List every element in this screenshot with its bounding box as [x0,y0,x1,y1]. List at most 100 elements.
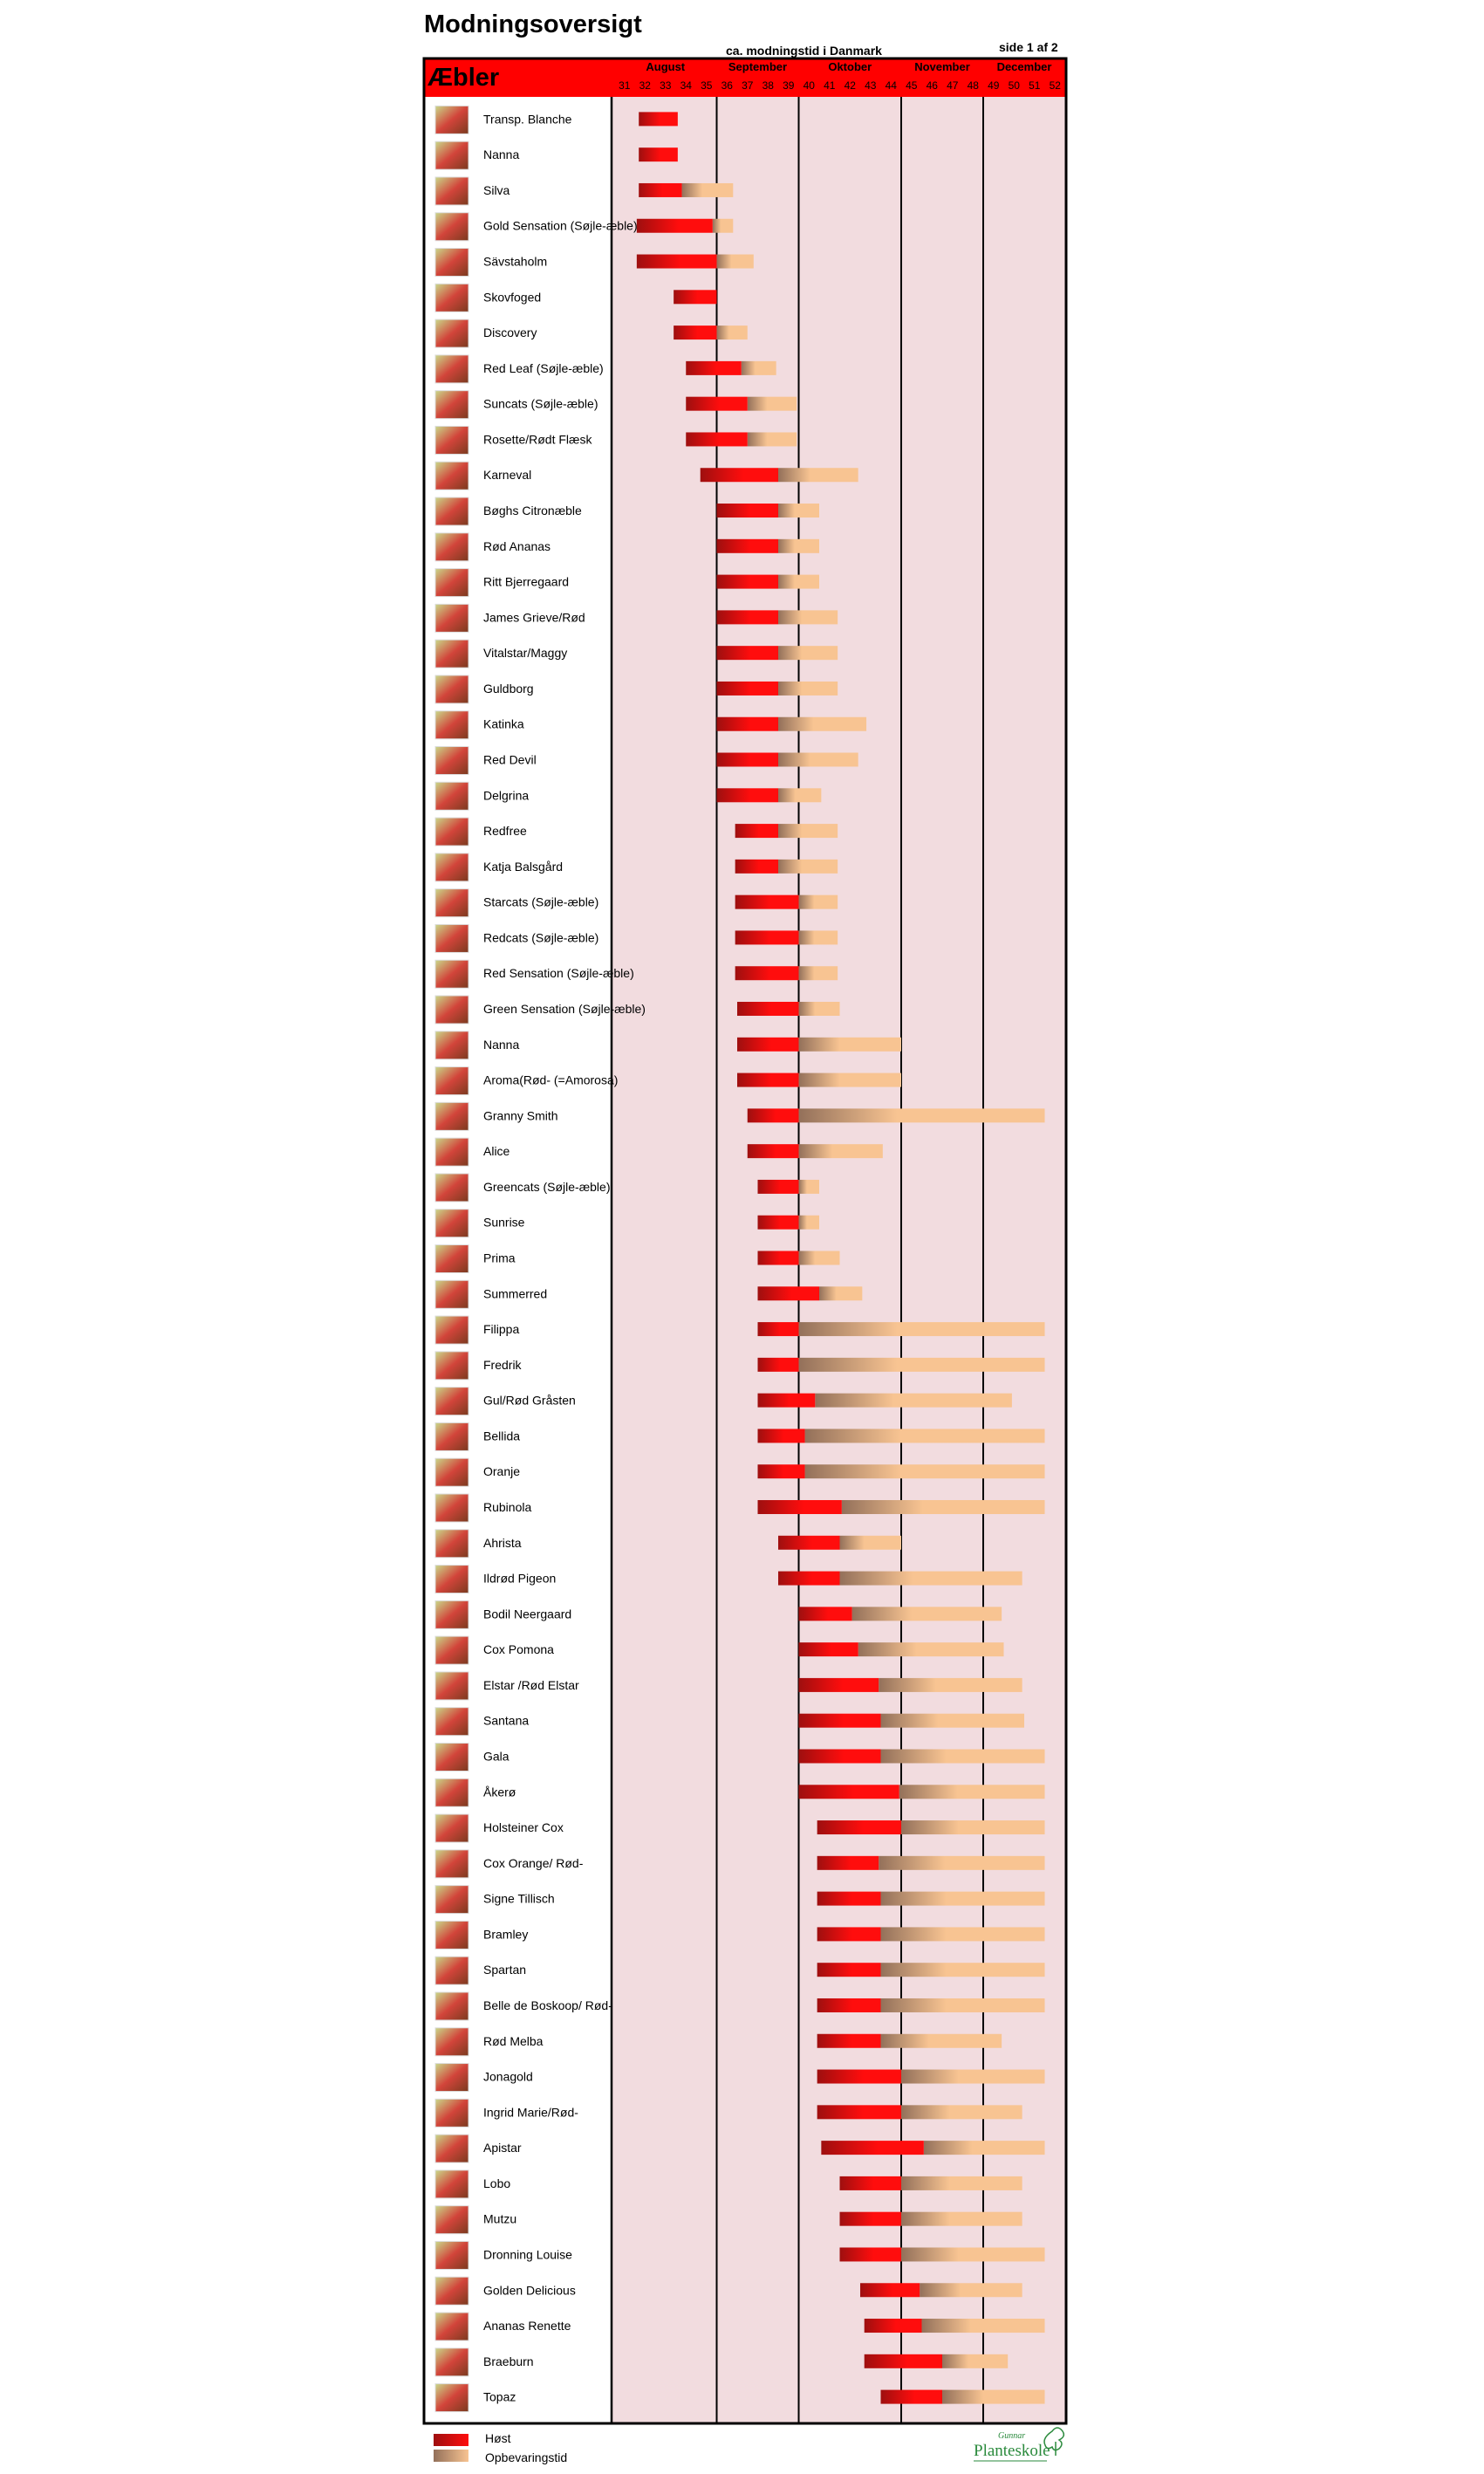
apple-thumbnail [434,248,469,278]
week-tick-label: 36 [721,79,734,92]
week-tick-label: 49 [988,79,1000,92]
variety-name: Dronning Louise [483,2247,572,2261]
apple-thumbnail [434,1387,469,1416]
apple-thumbnail [434,2063,469,2093]
storage-bar [920,2283,1022,2298]
harvest-bar [737,1073,799,1087]
harvest-bar [757,1179,799,1194]
harvest-bar [757,1393,816,1408]
apple-thumbnail [434,283,469,312]
harvest-bar [747,1144,799,1159]
variety-name: Ildrød Pigeon [483,1572,556,1586]
apple-thumbnail [434,888,469,918]
variety-name: Oranje [483,1464,520,1478]
harvest-bar [716,504,778,518]
harvest-bar [716,574,778,589]
apple-thumbnail [434,1956,469,1985]
week-tick-label: 52 [1050,79,1062,92]
apple-thumbnail [434,1778,469,1807]
harvest-bar [778,1535,840,1550]
legend-label-storage: Opbevaringstid [485,2450,568,2464]
harvest-bar [716,716,778,731]
week-tick-label: 48 [968,79,980,92]
week-tick-label: 45 [906,79,918,92]
apple-thumbnail [434,1885,469,1915]
harvest-bar [817,1891,881,1906]
apple-thumbnail [434,1671,469,1701]
variety-name: Suncats (Søjle-æble) [483,397,598,411]
variety-name: Rosette/Rødt Flæsk [483,432,592,446]
variety-name: Filippa [483,1322,519,1336]
harvest-bar [817,1927,881,1942]
week-tick-label: 51 [1029,79,1041,92]
storage-bar [901,2069,1045,2084]
variety-name: Gul/Rød Gråsten [483,1394,576,1408]
apple-thumbnail [434,425,469,455]
apple-thumbnail [434,603,469,633]
harvest-bar [735,930,799,945]
apple-thumbnail [434,1529,469,1559]
harvest-bar [817,1963,881,1977]
harvest-bar [839,2211,901,2226]
storage-bar [901,1820,1045,1835]
harvest-bar [757,1464,805,1479]
harvest-bar [821,2141,924,2155]
variety-name: Signe Tillisch [483,1892,555,1906]
storage-bar [681,182,734,197]
storage-bar [851,1607,1002,1621]
legend-swatch-storage [434,2450,468,2462]
logo-top-text: Gunnar [998,2431,1025,2441]
apple-thumbnail [434,2098,469,2128]
variety-name: Nanna [483,1038,519,1052]
storage-bar [778,824,838,839]
harvest-bar [798,1607,852,1621]
variety-name: Golden Delicious [483,2283,576,2297]
storage-bar [798,1179,819,1194]
storage-bar [778,646,838,661]
variety-name: Aroma(Rød- (=Amorosa) [483,1073,618,1087]
planteskole-logo: Gunnar Planteskole [974,2427,1065,2462]
harvest-bar [839,2176,901,2190]
harvest-bar [686,432,748,447]
harvest-bar [747,1108,799,1123]
apple-thumbnail [434,1565,469,1594]
storage-bar [798,1322,1045,1337]
storage-bar [880,1749,1045,1764]
storage-bar [942,2389,1045,2404]
variety-name: Ingrid Marie/Rød- [483,2105,578,2119]
month-label: December [997,60,1052,73]
variety-name: Redcats (Søjle-æble) [483,930,598,944]
harvest-bar [757,1322,799,1337]
variety-name: Katja Balsgård [483,860,563,874]
harvest-bar [737,1002,799,1017]
storage-bar [778,788,822,803]
variety-name: Katinka [483,717,524,731]
harvest-bar [757,1499,842,1514]
variety-name: Bramley [483,1927,528,1941]
variety-name: Jonagold [483,2070,533,2084]
harvest-bar [798,1785,899,1799]
harvest-bar [716,681,778,696]
variety-name: Holsteiner Cox [483,1820,564,1834]
apple-thumbnail [434,212,469,242]
apple-thumbnail [434,2134,469,2163]
legend-swatch-harvest [434,2434,468,2446]
harvest-bar [674,290,717,305]
variety-name: Bøghs Citronæble [483,504,582,517]
week-tick-label: 46 [927,79,939,92]
apple-thumbnail [434,710,469,740]
apple-thumbnail [434,2383,469,2413]
apple-thumbnail [434,817,469,846]
harvest-bar [864,2319,922,2334]
storage-bar [778,859,838,874]
harvest-bar [757,1357,799,1372]
harvest-bar [636,218,713,233]
variety-name: Transp. Blanche [483,112,572,126]
apple-thumbnail [434,1991,469,2021]
apple-thumbnail [434,1849,469,1879]
storage-bar [798,1215,819,1230]
apple-thumbnail [434,497,469,526]
storage-bar [880,1713,1024,1728]
apple-thumbnail [434,2027,469,2057]
variety-name: Red Leaf (Søjle-æble) [483,361,604,375]
